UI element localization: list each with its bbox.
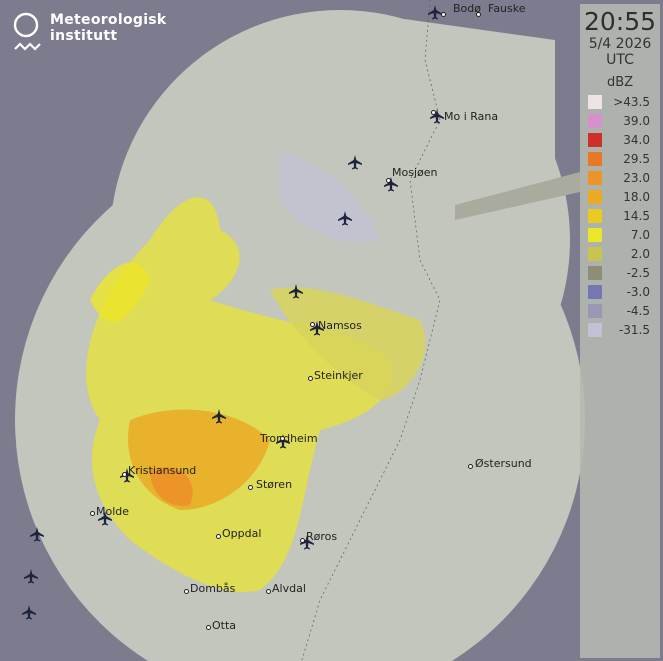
legend-value: 23.0 [623, 170, 650, 185]
airport-icon [338, 211, 352, 226]
city-label: Otta [212, 619, 237, 632]
info-panel: 20:55 5/4 2026 UTC dBZ >43.5 39.0 34.0 29.5… [580, 4, 660, 658]
legend-swatch [588, 284, 602, 299]
legend-swatch [588, 151, 602, 166]
legend-swatch [588, 132, 602, 147]
legend-item: 23.0 [580, 168, 660, 187]
city-marker [122, 472, 127, 477]
city-label: Dombås [190, 582, 236, 595]
airports [22, 5, 444, 620]
city-marker [300, 538, 305, 543]
city-marker [266, 589, 271, 594]
legend-value: -3.0 [626, 284, 650, 299]
city-label: Steinkjer [314, 369, 363, 382]
legend-item: 14.5 [580, 206, 660, 225]
city-label: Molde [96, 505, 130, 518]
logo-line1: Meteorologisk [50, 12, 167, 28]
logo-icon [13, 12, 41, 51]
legend-item: 18.0 [580, 187, 660, 206]
legend-item: 2.0 [580, 244, 660, 263]
city-label: Alvdal [272, 582, 306, 595]
legend-value: >43.5 [613, 94, 650, 109]
legend-unit: dBZ [606, 75, 634, 90]
city-marker [280, 436, 285, 441]
legend-swatch [588, 265, 602, 280]
legend-item: -3.0 [580, 282, 660, 301]
legend-value: 18.0 [623, 189, 650, 204]
city-marker [441, 12, 446, 17]
legend-item: 29.5 [580, 149, 660, 168]
met-logo[interactable]: Meteorologisk institutt [12, 12, 167, 56]
city-label: Mo i Rana [444, 110, 499, 123]
airport-icon [22, 605, 36, 620]
city-marker [90, 511, 95, 516]
date-label: 5/4 2026 [588, 36, 652, 52]
airport-icon [428, 5, 442, 20]
legend-value: 34.0 [623, 132, 650, 147]
city-marker [248, 485, 253, 490]
airport-icon [300, 535, 314, 550]
legend-swatch [588, 170, 602, 185]
city-label: Mosjøen [392, 166, 438, 179]
airport-icon [430, 109, 444, 124]
city-label: Fauske [488, 2, 526, 15]
legend-swatch [588, 208, 602, 223]
airport-icon [384, 177, 398, 192]
city-marker [386, 178, 391, 183]
airport-icon [310, 321, 324, 336]
airport-icon [30, 527, 44, 542]
city-label: Oppdal [222, 527, 262, 540]
city-label: Østersund [475, 457, 532, 470]
legend-item: 39.0 [580, 111, 660, 130]
legend-value: 29.5 [623, 151, 650, 166]
legend-value: 7.0 [630, 227, 650, 242]
legend-value: -4.5 [626, 303, 650, 318]
city-label: Trondheim [260, 432, 318, 445]
legend-value: -31.5 [618, 322, 650, 337]
city-marker [206, 625, 211, 630]
precipitation [86, 150, 426, 592]
legend-item: >43.5 [580, 92, 660, 111]
city-label: Kristiansund [128, 464, 197, 477]
legend-swatch [588, 227, 602, 242]
city-marker [184, 589, 189, 594]
city-label: Støren [256, 478, 293, 491]
legend-item: -4.5 [580, 301, 660, 320]
legend: >43.5 39.0 34.0 29.5 23.0 18.0 14.5 7.0 2.0 -2.5 -… [580, 92, 660, 339]
legend-swatch [588, 113, 602, 128]
legend-value: 2.0 [630, 246, 650, 261]
time-label: 20:55 [583, 7, 657, 36]
legend-swatch [588, 94, 602, 109]
legend-item: -31.5 [580, 320, 660, 339]
airport-icon [98, 511, 112, 526]
legend-swatch [588, 246, 602, 261]
legend-item: 34.0 [580, 130, 660, 149]
city-label: Bodø [453, 2, 481, 15]
legend-swatch [588, 303, 602, 318]
airport-icon [276, 434, 290, 449]
city-label: Røros [306, 530, 338, 543]
timezone-label: UTC [606, 52, 634, 68]
legend-item: 7.0 [580, 225, 660, 244]
city-marker [216, 534, 221, 539]
city-marker [468, 464, 473, 469]
city-marker [431, 110, 436, 115]
legend-value: 39.0 [623, 113, 650, 128]
logo-line2: institutt [50, 28, 118, 44]
airport-icon [212, 409, 226, 424]
legend-value: -2.5 [626, 265, 650, 280]
city-marker [476, 12, 481, 17]
city-label: Namsos [318, 319, 362, 332]
legend-item: -2.5 [580, 263, 660, 282]
legend-swatch [588, 322, 602, 337]
city-marker [310, 322, 315, 327]
legend-value: 14.5 [623, 208, 650, 223]
airport-icon [120, 468, 134, 483]
legend-swatch [588, 189, 602, 204]
airport-icon [289, 284, 303, 299]
airport-icon [24, 569, 38, 584]
city-marker [308, 376, 313, 381]
airport-icon [348, 155, 362, 170]
